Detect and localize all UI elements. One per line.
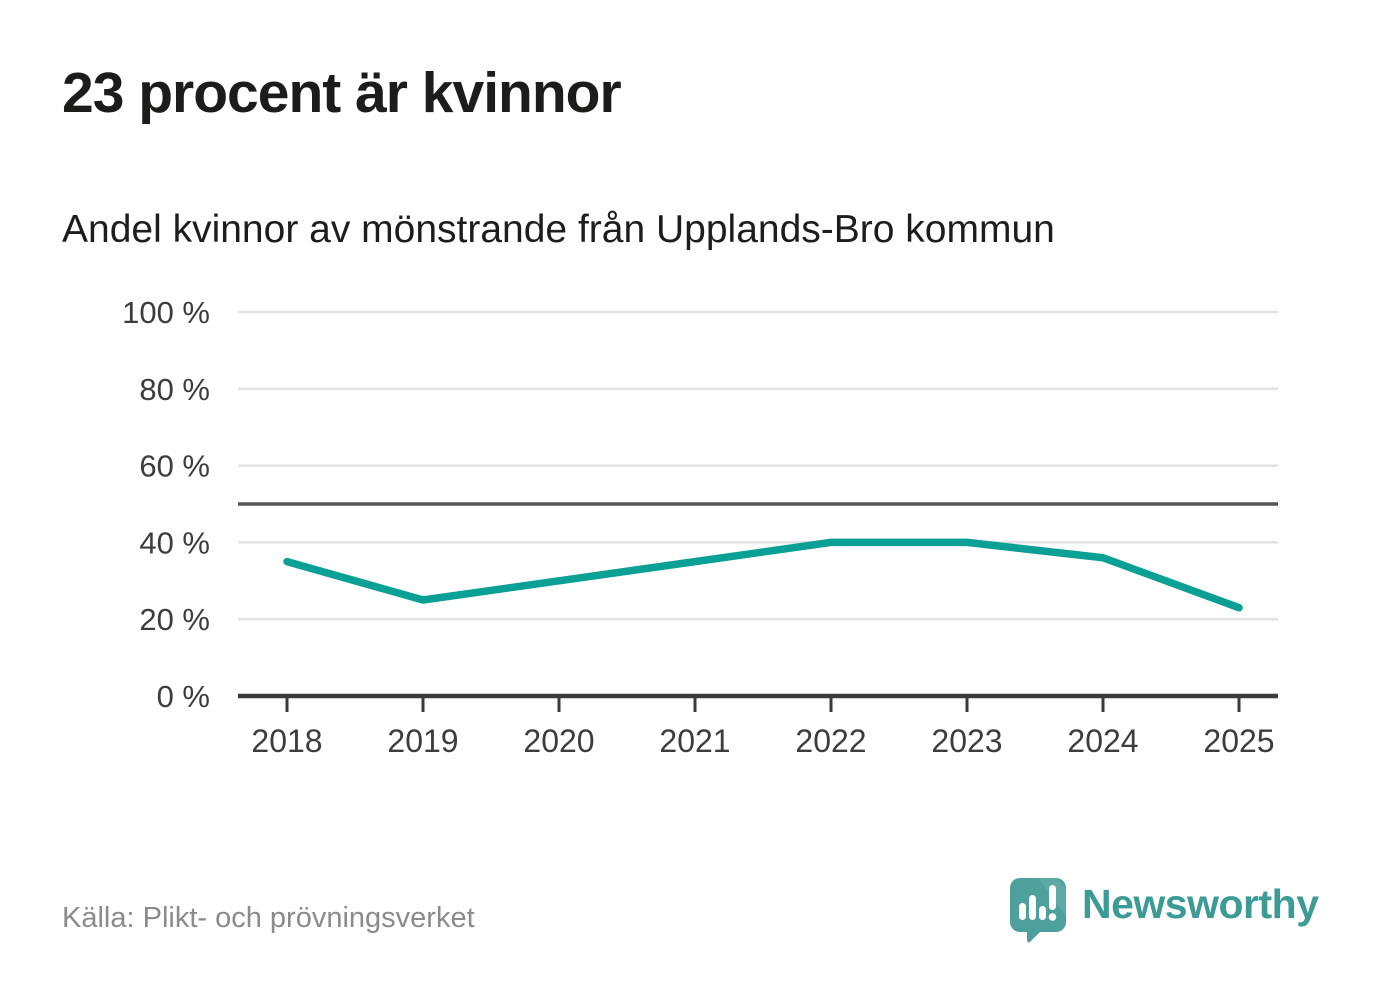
y-tick-label-20: 20 % bbox=[139, 602, 210, 637]
x-tick-label-2018: 2018 bbox=[251, 723, 322, 759]
x-tick-label-2024: 2024 bbox=[1067, 723, 1138, 759]
logo-bar-1 bbox=[1019, 903, 1026, 920]
x-tick-label-2025: 2025 bbox=[1203, 723, 1274, 759]
chart-title: 23 procent är kvinnor bbox=[62, 61, 622, 125]
y-tick-label-80: 80 % bbox=[139, 372, 210, 407]
newsworthy-logo-text: Newsworthy bbox=[1082, 880, 1319, 927]
y-tick-label-60: 60 % bbox=[139, 449, 210, 484]
y-tick-label-100: 100 % bbox=[122, 295, 210, 330]
data-line bbox=[283, 538, 1243, 612]
y-tick-label-40: 40 % bbox=[139, 525, 210, 560]
source-note: Källa: Plikt- och prövningsverket bbox=[62, 902, 475, 934]
newsworthy-logo-icon bbox=[1010, 878, 1066, 943]
x-tick-label-2020: 2020 bbox=[523, 723, 594, 759]
logo-exclamation-bar bbox=[1049, 885, 1056, 910]
newsworthy-logo: Newsworthy bbox=[1008, 876, 1319, 944]
logo-exclamation-dot bbox=[1048, 913, 1057, 921]
y-tick-label-0: 0 % bbox=[157, 679, 210, 714]
x-tick-label-2022: 2022 bbox=[795, 723, 866, 759]
x-tick-label-2023: 2023 bbox=[931, 723, 1002, 759]
x-tick-label-2019: 2019 bbox=[387, 723, 458, 759]
chart-subtitle: Andel kvinnor av mönstrande från Uppland… bbox=[62, 208, 1055, 251]
logo-bar-3 bbox=[1039, 906, 1046, 920]
x-tick-label-2021: 2021 bbox=[659, 723, 730, 759]
logo-bar-2 bbox=[1029, 895, 1036, 920]
